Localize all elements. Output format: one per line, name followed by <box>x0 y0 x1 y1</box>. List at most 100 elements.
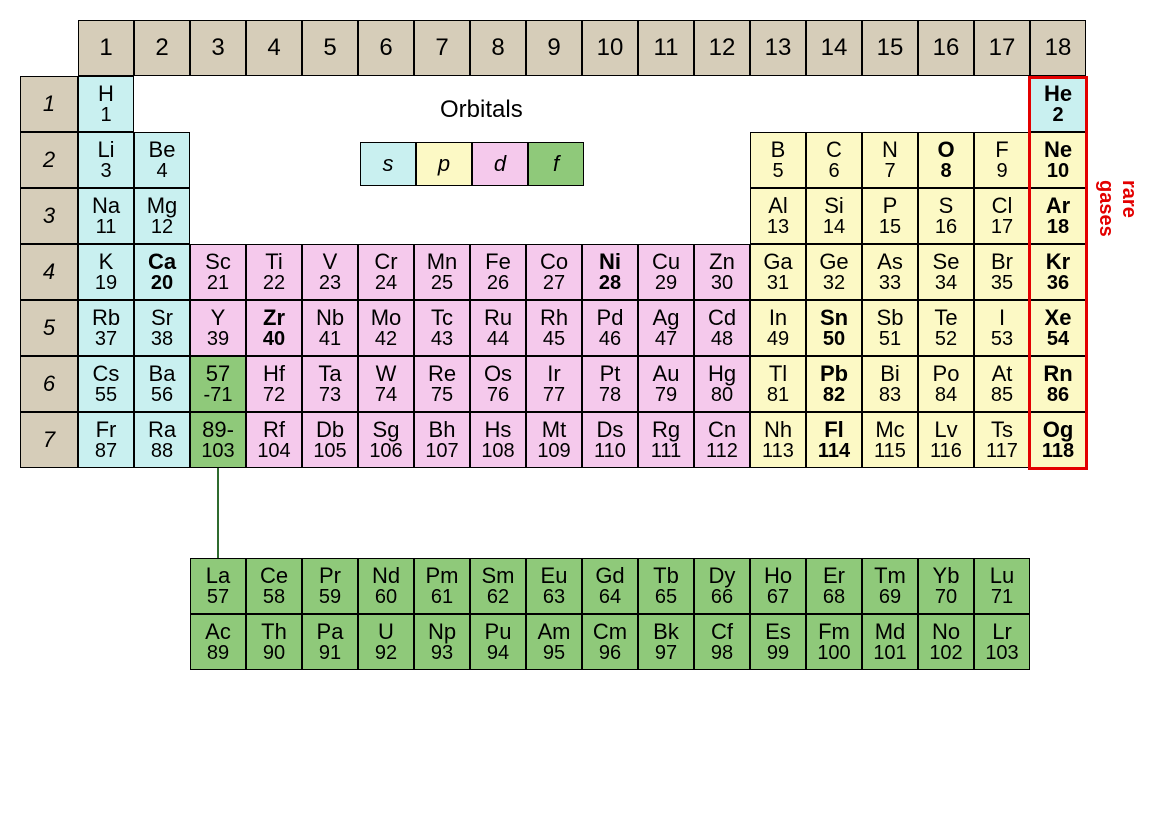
element-symbol: Pa <box>317 620 344 643</box>
element-number: 24 <box>375 273 397 294</box>
element-cell: Md101 <box>862 614 918 670</box>
element-number: 81 <box>767 385 789 406</box>
element-cell: Sm62 <box>470 558 526 614</box>
element-symbol: Pt <box>600 362 621 385</box>
element-cell: Xe54 <box>1030 300 1086 356</box>
element-cell: No102 <box>918 614 974 670</box>
element-cell: W74 <box>358 356 414 412</box>
element-cell: La57 <box>190 558 246 614</box>
element-symbol: Eu <box>541 564 568 587</box>
group-header: 14 <box>806 20 862 76</box>
element-symbol: Br <box>991 250 1013 273</box>
element-symbol: Si <box>824 194 844 217</box>
element-symbol: Pu <box>485 620 512 643</box>
element-number: 101 <box>873 643 906 664</box>
element-symbol: Gd <box>595 564 624 587</box>
element-symbol: Cs <box>93 362 120 385</box>
element-number: 83 <box>879 385 901 406</box>
period-header: 2 <box>20 132 78 188</box>
element-cell: Cu29 <box>638 244 694 300</box>
element-cell: Au79 <box>638 356 694 412</box>
element-number: 118 <box>1042 441 1074 462</box>
element-symbol: Tb <box>653 564 679 587</box>
element-cell: K19 <box>78 244 134 300</box>
element-symbol: Sc <box>205 250 231 273</box>
element-number: 52 <box>935 329 957 350</box>
element-cell: Nb41 <box>302 300 358 356</box>
element-number: 7 <box>884 161 895 182</box>
element-number: 40 <box>263 329 285 350</box>
legend-item: p <box>416 142 472 186</box>
element-symbol: Ni <box>599 250 621 273</box>
element-symbol: Ca <box>148 250 176 273</box>
element-cell: Sr38 <box>134 300 190 356</box>
element-symbol: Au <box>653 362 680 385</box>
element-number: 80 <box>711 385 733 406</box>
element-number: 26 <box>487 273 509 294</box>
element-cell: U92 <box>358 614 414 670</box>
element-cell: Np93 <box>414 614 470 670</box>
element-cell: Na11 <box>78 188 134 244</box>
element-number: 90 <box>263 643 285 664</box>
element-number: 113 <box>762 441 794 462</box>
element-number: 32 <box>823 273 845 294</box>
element-number: 15 <box>879 217 901 238</box>
element-cell: Ga31 <box>750 244 806 300</box>
element-number: 27 <box>543 273 565 294</box>
element-cell: Hf72 <box>246 356 302 412</box>
element-cell: Gd64 <box>582 558 638 614</box>
element-number: 47 <box>655 329 677 350</box>
element-number: 8 <box>940 161 951 182</box>
legend-item: d <box>472 142 528 186</box>
element-cell: Og118 <box>1030 412 1086 468</box>
element-cell: Cl17 <box>974 188 1030 244</box>
element-number: 99 <box>767 643 789 664</box>
element-number: 17 <box>991 217 1013 238</box>
element-cell: Rf104 <box>246 412 302 468</box>
element-number: 38 <box>151 329 173 350</box>
group-header: 7 <box>414 20 470 76</box>
element-cell: Hg80 <box>694 356 750 412</box>
element-symbol: Np <box>428 620 456 643</box>
element-symbol: W <box>376 362 397 385</box>
element-symbol: 89- <box>202 418 234 441</box>
element-cell: Cd48 <box>694 300 750 356</box>
element-cell: H1 <box>78 76 134 132</box>
element-number: 46 <box>599 329 621 350</box>
element-number: 30 <box>711 273 733 294</box>
element-cell: Ne10 <box>1030 132 1086 188</box>
element-symbol: Hf <box>263 362 285 385</box>
element-symbol: No <box>932 620 960 643</box>
element-symbol: Db <box>316 418 344 441</box>
group-header: 1 <box>78 20 134 76</box>
element-cell: Cf98 <box>694 614 750 670</box>
element-number: 69 <box>879 587 901 608</box>
element-cell: Fr87 <box>78 412 134 468</box>
element-number: 21 <box>207 273 229 294</box>
element-symbol: Pd <box>597 306 624 329</box>
element-symbol: Rb <box>92 306 120 329</box>
group-header: 8 <box>470 20 526 76</box>
element-symbol: Ta <box>318 362 341 385</box>
element-cell: Tm69 <box>862 558 918 614</box>
element-cell: Db105 <box>302 412 358 468</box>
element-number: 54 <box>1047 329 1069 350</box>
element-cell: Lr103 <box>974 614 1030 670</box>
element-symbol: Lr <box>992 620 1012 643</box>
element-cell: Sc21 <box>190 244 246 300</box>
element-number: 41 <box>319 329 341 350</box>
group-header: 18 <box>1030 20 1086 76</box>
element-cell: Ra88 <box>134 412 190 468</box>
element-number: 25 <box>431 273 453 294</box>
element-number: 61 <box>431 587 453 608</box>
rare-gases-label: rare gases <box>1094 180 1140 237</box>
element-number: 93 <box>431 643 453 664</box>
element-symbol: Ds <box>597 418 624 441</box>
legend-item: s <box>360 142 416 186</box>
element-symbol: Te <box>934 306 957 329</box>
group-header: 5 <box>302 20 358 76</box>
element-symbol: Nb <box>316 306 344 329</box>
element-symbol: Ru <box>484 306 512 329</box>
element-number: 49 <box>767 329 789 350</box>
period-header: 6 <box>20 356 78 412</box>
